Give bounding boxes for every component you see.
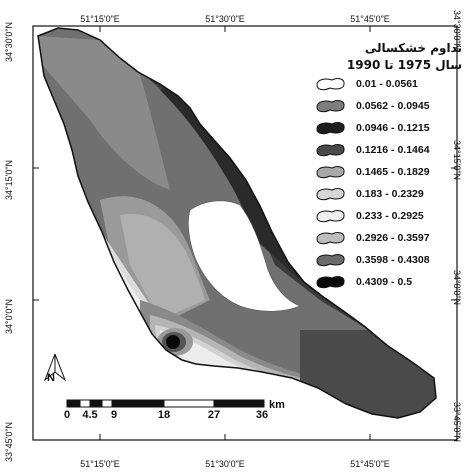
scale-label-1: 4.5 <box>82 409 98 421</box>
legend-swatch-icon <box>316 78 345 91</box>
graticule-ticks <box>33 26 457 440</box>
bottom-lon-label-1: 51°15'0"E <box>80 459 120 469</box>
scale-label-2: 9 <box>110 409 118 421</box>
legend-swatch-icon <box>316 254 345 267</box>
north-arrow-icon <box>43 353 67 382</box>
scale-label-0: 0 <box>63 409 71 421</box>
legend-item-label: 0.0562 - 0.0945 <box>356 100 430 112</box>
left-lat-label-2: 34°15'0"N <box>4 159 14 200</box>
legend-item: 0.01 - 0.0561 <box>312 74 462 96</box>
legend-swatch-icon <box>316 276 345 289</box>
top-lon-label-3: 51°45'0"E <box>350 14 390 24</box>
scale-label-3: 18 <box>157 409 171 421</box>
top-lon-label-1: 51°15'0"E <box>80 14 120 24</box>
legend-item: 0.3598 - 0.4308 <box>312 250 462 272</box>
north-label: N <box>47 372 55 384</box>
legend-item: 0.1216 - 0.1464 <box>312 140 462 162</box>
bottom-lon-label-3: 51°45'0"E <box>350 459 390 469</box>
legend-swatch-icon <box>316 188 345 201</box>
top-lon-label-2: 51°30'0"E <box>205 14 245 24</box>
legend-item: 0.233 - 0.2925 <box>312 206 462 228</box>
legend-swatch-icon <box>316 100 345 113</box>
legend-item-label: 0.1465 - 0.1829 <box>356 166 430 178</box>
legend-subtitle: سال 1975 تا 1990 <box>346 58 462 72</box>
bottom-lon-label-2: 51°30'0"E <box>205 459 245 469</box>
legend-swatch-icon <box>316 166 345 179</box>
region-outline <box>37 27 437 419</box>
scale-bar <box>66 399 265 408</box>
legend-swatch-icon <box>316 144 345 157</box>
legend-item-label: 0.4309 - 0.5 <box>356 276 413 288</box>
legend-swatch-icon <box>316 210 345 223</box>
legend-item-label: 0.2926 - 0.3597 <box>356 232 430 244</box>
legend-item-label: 0.3598 - 0.4308 <box>356 254 430 266</box>
map-frame <box>32 25 458 441</box>
legend-item-label: 0.233 - 0.2925 <box>356 210 424 222</box>
scale-label-4: 27 <box>207 409 221 421</box>
right-lat-label-4: 33°45'0"N <box>452 402 462 443</box>
scale-unit: km <box>269 399 285 411</box>
scale-label-5: 36 <box>255 409 269 421</box>
left-lat-label-4: 33°45'0"N <box>4 421 14 462</box>
legend-item: 0.0562 - 0.0945 <box>312 96 462 118</box>
legend-item-label: 0.0946 - 0.1215 <box>356 122 430 134</box>
legend-items: 0.01 - 0.0561 0.0562 - 0.0945 0.0946 - 0.1… <box>312 74 462 294</box>
legend-item-label: 0.01 - 0.0561 <box>356 78 418 90</box>
map-legend: تداوم خشکسالی سال 1975 تا 1990 0.01 - 0.… <box>312 40 462 294</box>
legend-item: 0.183 - 0.2329 <box>312 184 462 206</box>
left-lat-label-1: 34°30'0"N <box>4 21 14 62</box>
legend-item-label: 0.1216 - 0.1464 <box>356 144 430 156</box>
legend-title: تداوم خشکسالی <box>364 41 462 55</box>
legend-item: 0.4309 - 0.5 <box>312 272 462 294</box>
legend-swatch-icon <box>316 232 345 245</box>
legend-item: 0.2926 - 0.3597 <box>312 228 462 250</box>
legend-item: 0.1465 - 0.1829 <box>312 162 462 184</box>
legend-swatch-icon <box>316 122 345 135</box>
left-lat-label-3: 34°0'0"N <box>4 298 14 334</box>
legend-item-label: 0.183 - 0.2329 <box>356 188 424 200</box>
legend-item: 0.0946 - 0.1215 <box>312 118 462 140</box>
